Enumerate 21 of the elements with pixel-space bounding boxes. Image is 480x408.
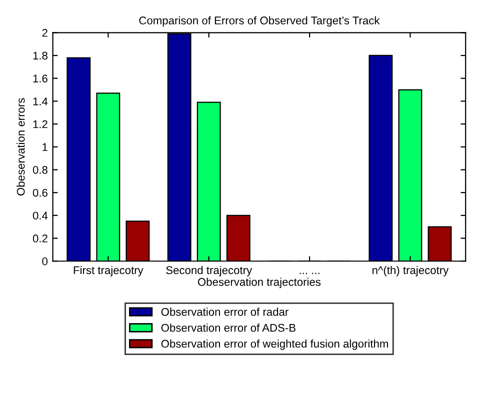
y-tick-label: 1.4 xyxy=(33,98,48,106)
y-tick-label: 0.8 xyxy=(32,166,48,174)
y-tick-label: 1.6 xyxy=(33,74,48,82)
legend-label: Observation error of ADS-B xyxy=(161,324,296,332)
x-axis-title: Obeservation trajectories xyxy=(198,278,321,288)
y-tick-label: 1.2 xyxy=(33,120,48,128)
legend-label: Observation error of weighted fusion algorithm xyxy=(161,340,388,350)
x-tick-label: n^(th) trajecotry xyxy=(372,266,449,276)
y-tick-label: 1 xyxy=(42,143,48,151)
y-tick-label: 0.6 xyxy=(32,188,48,197)
y-tick-label: 1.8 xyxy=(33,52,48,60)
x-tick-label: Second trajecotry xyxy=(166,266,252,276)
y-tick-label: 0.2 xyxy=(32,234,48,242)
x-tick-label: First trajecotry xyxy=(74,266,144,276)
y-tick-label: 2 xyxy=(42,28,48,37)
legend-label: Observation error of radar xyxy=(161,308,288,316)
y-tick-label: 0 xyxy=(42,257,48,266)
x-tick-label: ... ... xyxy=(300,272,320,274)
y-tick-label: 0.4 xyxy=(32,212,48,220)
chart-title: Comparison of Errors of Observed Target’s Track xyxy=(139,16,380,27)
y-axis-title: Obeservation errors xyxy=(16,98,25,196)
